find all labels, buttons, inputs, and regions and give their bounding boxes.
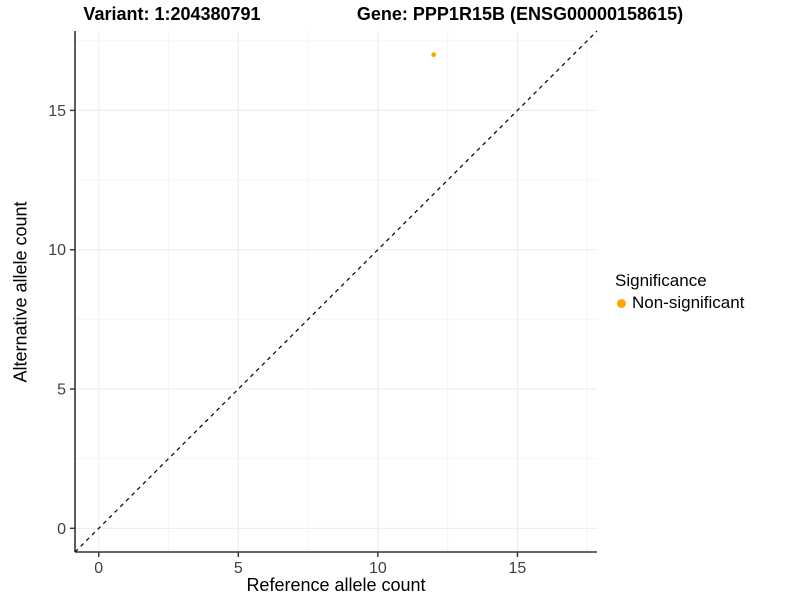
identity-reference-line — [74, 30, 598, 553]
x-axis-label: Reference allele count — [246, 575, 426, 595]
y-tick-label: 5 — [57, 382, 66, 399]
legend: Significance Non-significant — [615, 270, 744, 313]
y-tick-label: 0 — [57, 521, 66, 538]
x-tick-label: 15 — [509, 560, 527, 577]
x-tick-label: 0 — [94, 560, 103, 577]
y-tick-label: 15 — [48, 103, 66, 120]
data-point — [431, 52, 437, 58]
x-tick-label: 5 — [234, 560, 243, 577]
legend-item: Non-significant — [617, 293, 744, 313]
legend-items: Non-significant — [615, 293, 744, 313]
legend-title: Significance — [615, 271, 707, 290]
plot-title-gene: Gene: PPP1R15B (ENSG00000158615) — [356, 4, 684, 24]
legend-point-icon — [617, 298, 626, 308]
x-tick-label: 10 — [369, 560, 387, 577]
y-tick-label: 10 — [48, 242, 66, 259]
plot-title-variant: Variant: 1:204380791 — [83, 4, 261, 24]
legend-entry-label: Non-significant — [632, 293, 745, 312]
